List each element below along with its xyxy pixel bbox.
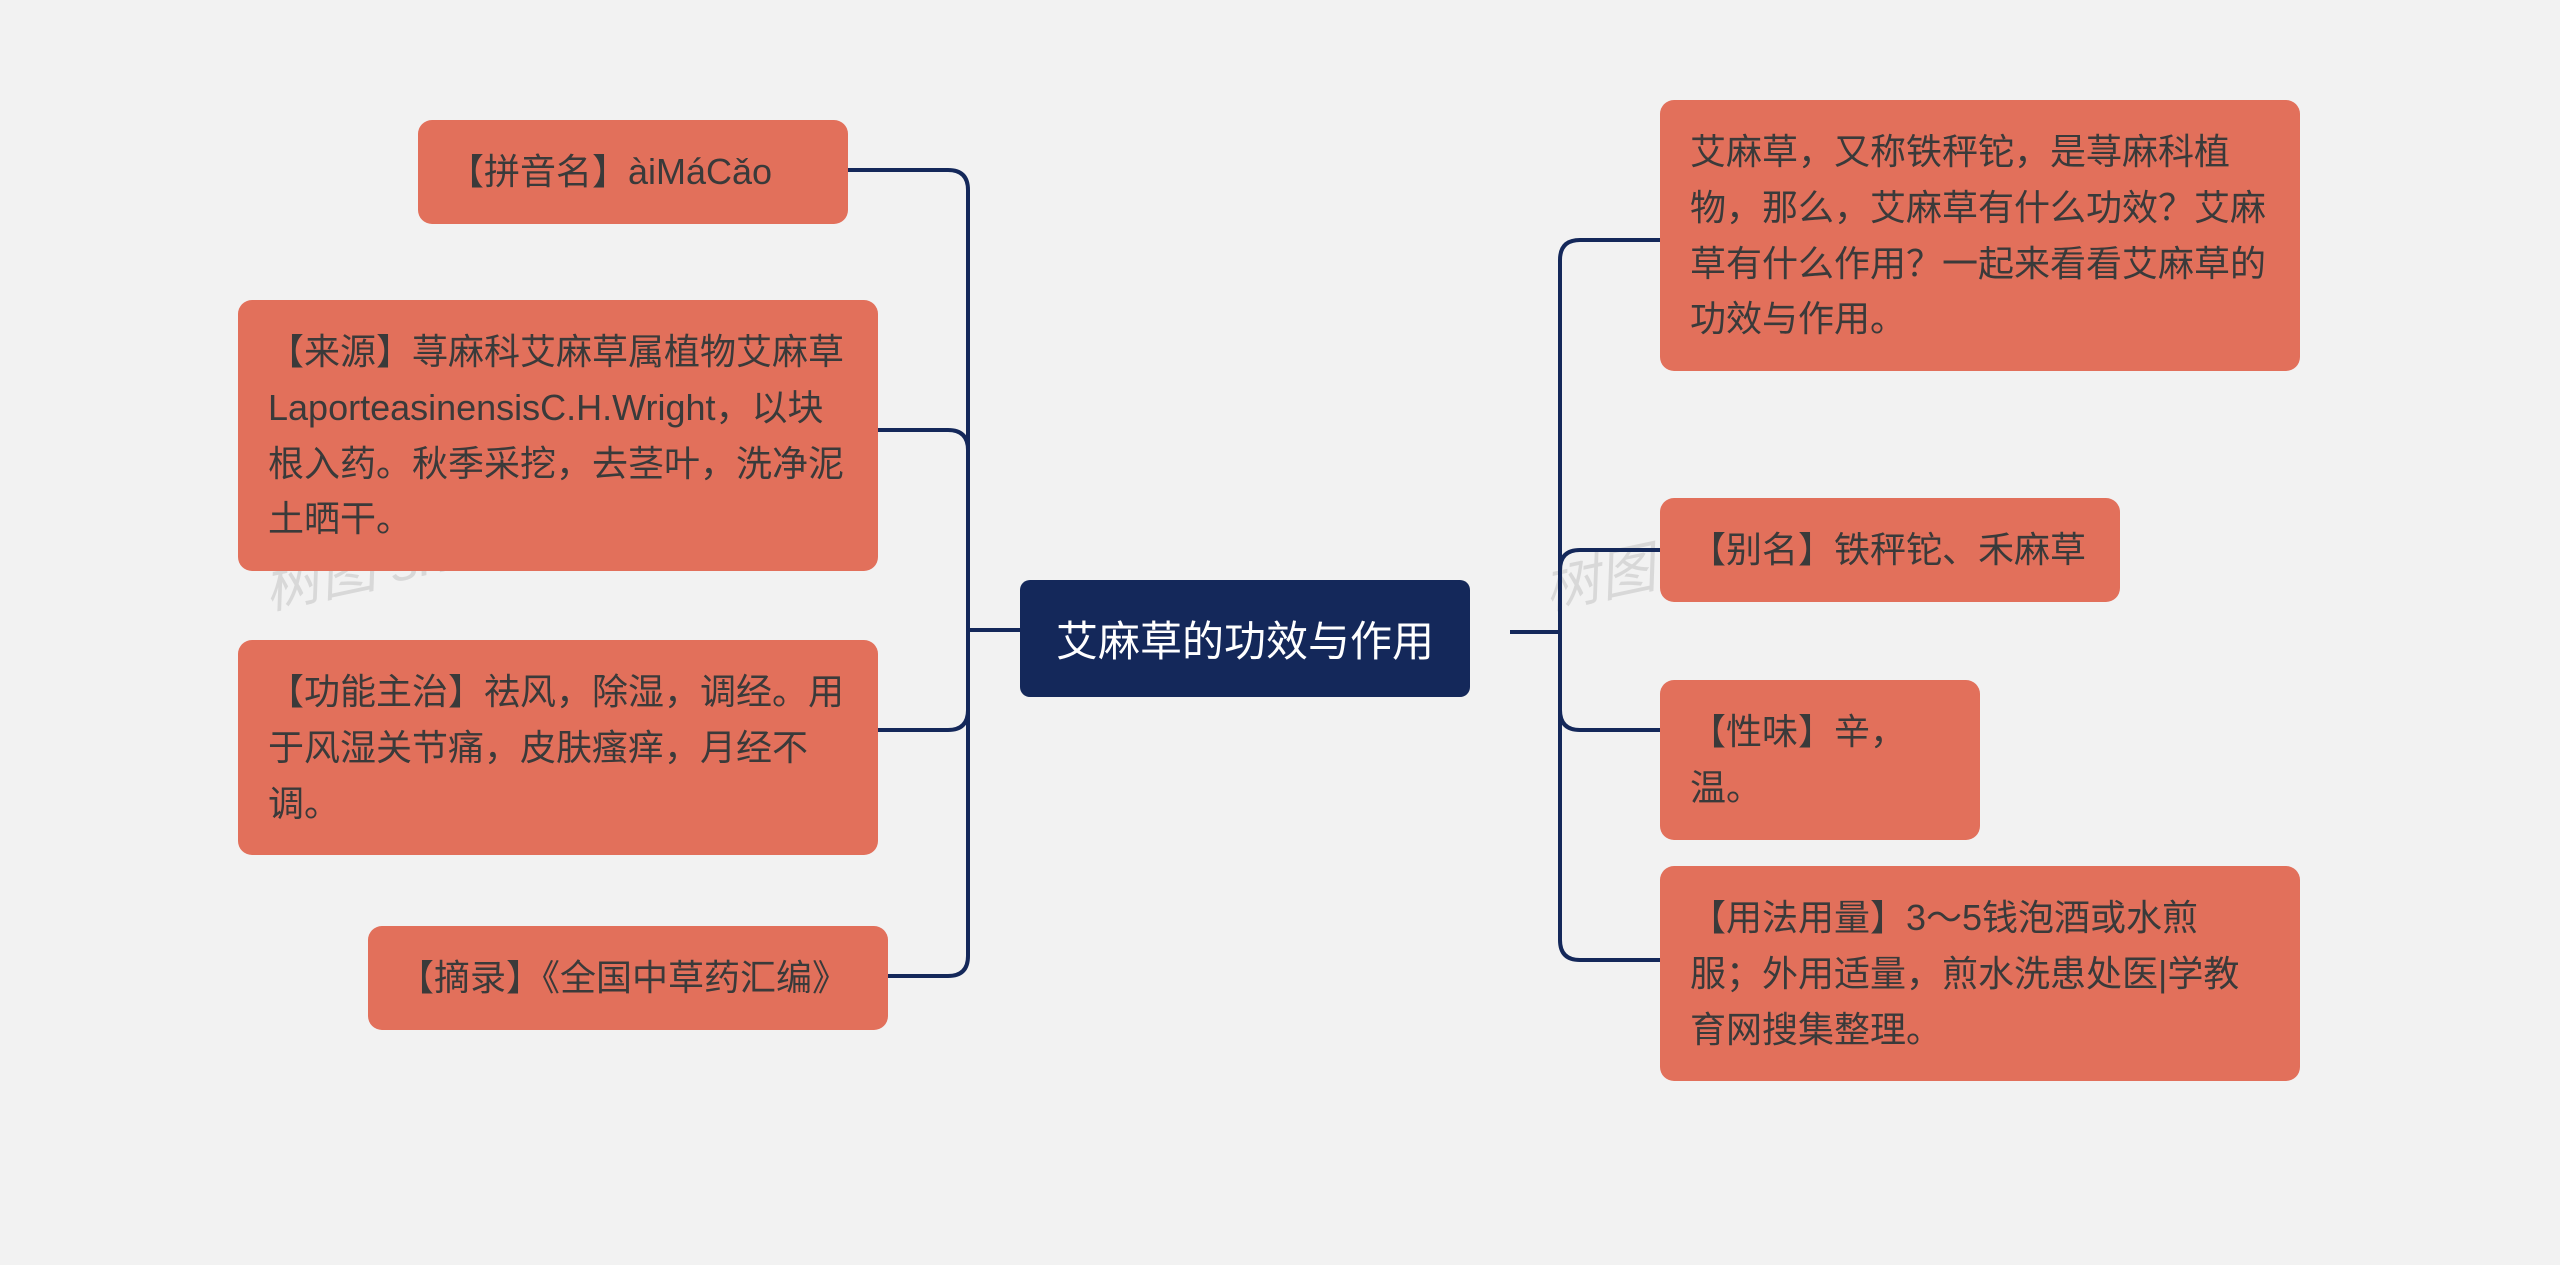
- right-node-taste: 【性味】辛，温。: [1660, 680, 1980, 840]
- center-node: 艾麻草的功效与作用: [1020, 580, 1470, 697]
- connector-left: [848, 120, 1028, 1020]
- right-node-usage: 【用法用量】3～5钱泡酒或水煎服；外用适量，煎水洗患处医|学教育网搜集整理。: [1660, 866, 2300, 1081]
- left-node-pinyin: 【拼音名】àiMáCǎo: [418, 120, 848, 224]
- left-node-source: 【来源】荨麻科艾麻草属植物艾麻草LaporteasinensisC.H.Wrig…: [238, 300, 878, 571]
- right-node-alias: 【别名】铁秤铊、禾麻草: [1660, 498, 2120, 602]
- connector-right: [1510, 100, 1670, 1100]
- left-node-function: 【功能主治】祛风，除湿，调经。用于风湿关节痛，皮肤瘙痒，月经不调。: [238, 640, 878, 855]
- right-node-intro: 艾麻草，又称铁秤铊，是荨麻科植物，那么，艾麻草有什么功效？艾麻草有什么作用？一起…: [1660, 100, 2300, 371]
- left-node-excerpt: 【摘录】《全国中草药汇编》: [368, 926, 888, 1030]
